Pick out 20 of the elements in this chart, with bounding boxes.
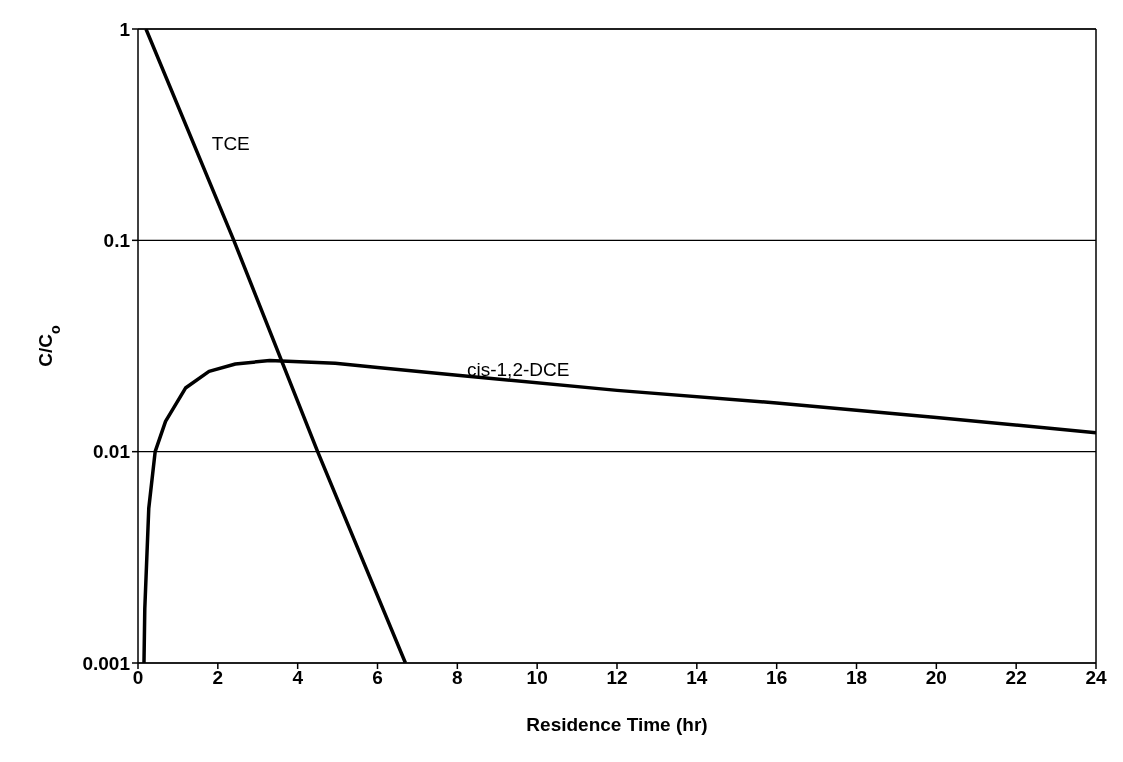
x-axis-title: Residence Time (hr) bbox=[526, 714, 708, 735]
y-tick-label: 0.001 bbox=[82, 652, 131, 674]
x-tick-label: 4 bbox=[292, 667, 304, 689]
series-label: TCE bbox=[211, 133, 250, 155]
y-tick-label: 0.1 bbox=[103, 230, 131, 252]
x-tick-label: 24 bbox=[1085, 667, 1107, 689]
x-tick-label: 2 bbox=[212, 667, 224, 689]
x-tick-label: 10 bbox=[526, 667, 548, 689]
x-tick-label: 0 bbox=[132, 667, 144, 689]
series-label: cis-1,2-DCE bbox=[467, 359, 570, 381]
x-tick-label: 18 bbox=[845, 667, 868, 689]
x-tick-label: 20 bbox=[925, 667, 947, 689]
x-tick-label: 14 bbox=[686, 667, 708, 689]
x-tick-label: 6 bbox=[372, 667, 383, 689]
x-tick-label: 22 bbox=[1005, 667, 1027, 689]
x-tick-label: 16 bbox=[766, 667, 788, 689]
x-tick-label: 8 bbox=[452, 667, 463, 689]
x-tick-label: 12 bbox=[606, 667, 628, 689]
y-tick-label: 0.01 bbox=[93, 441, 131, 463]
y-tick-label: 1 bbox=[119, 18, 131, 40]
